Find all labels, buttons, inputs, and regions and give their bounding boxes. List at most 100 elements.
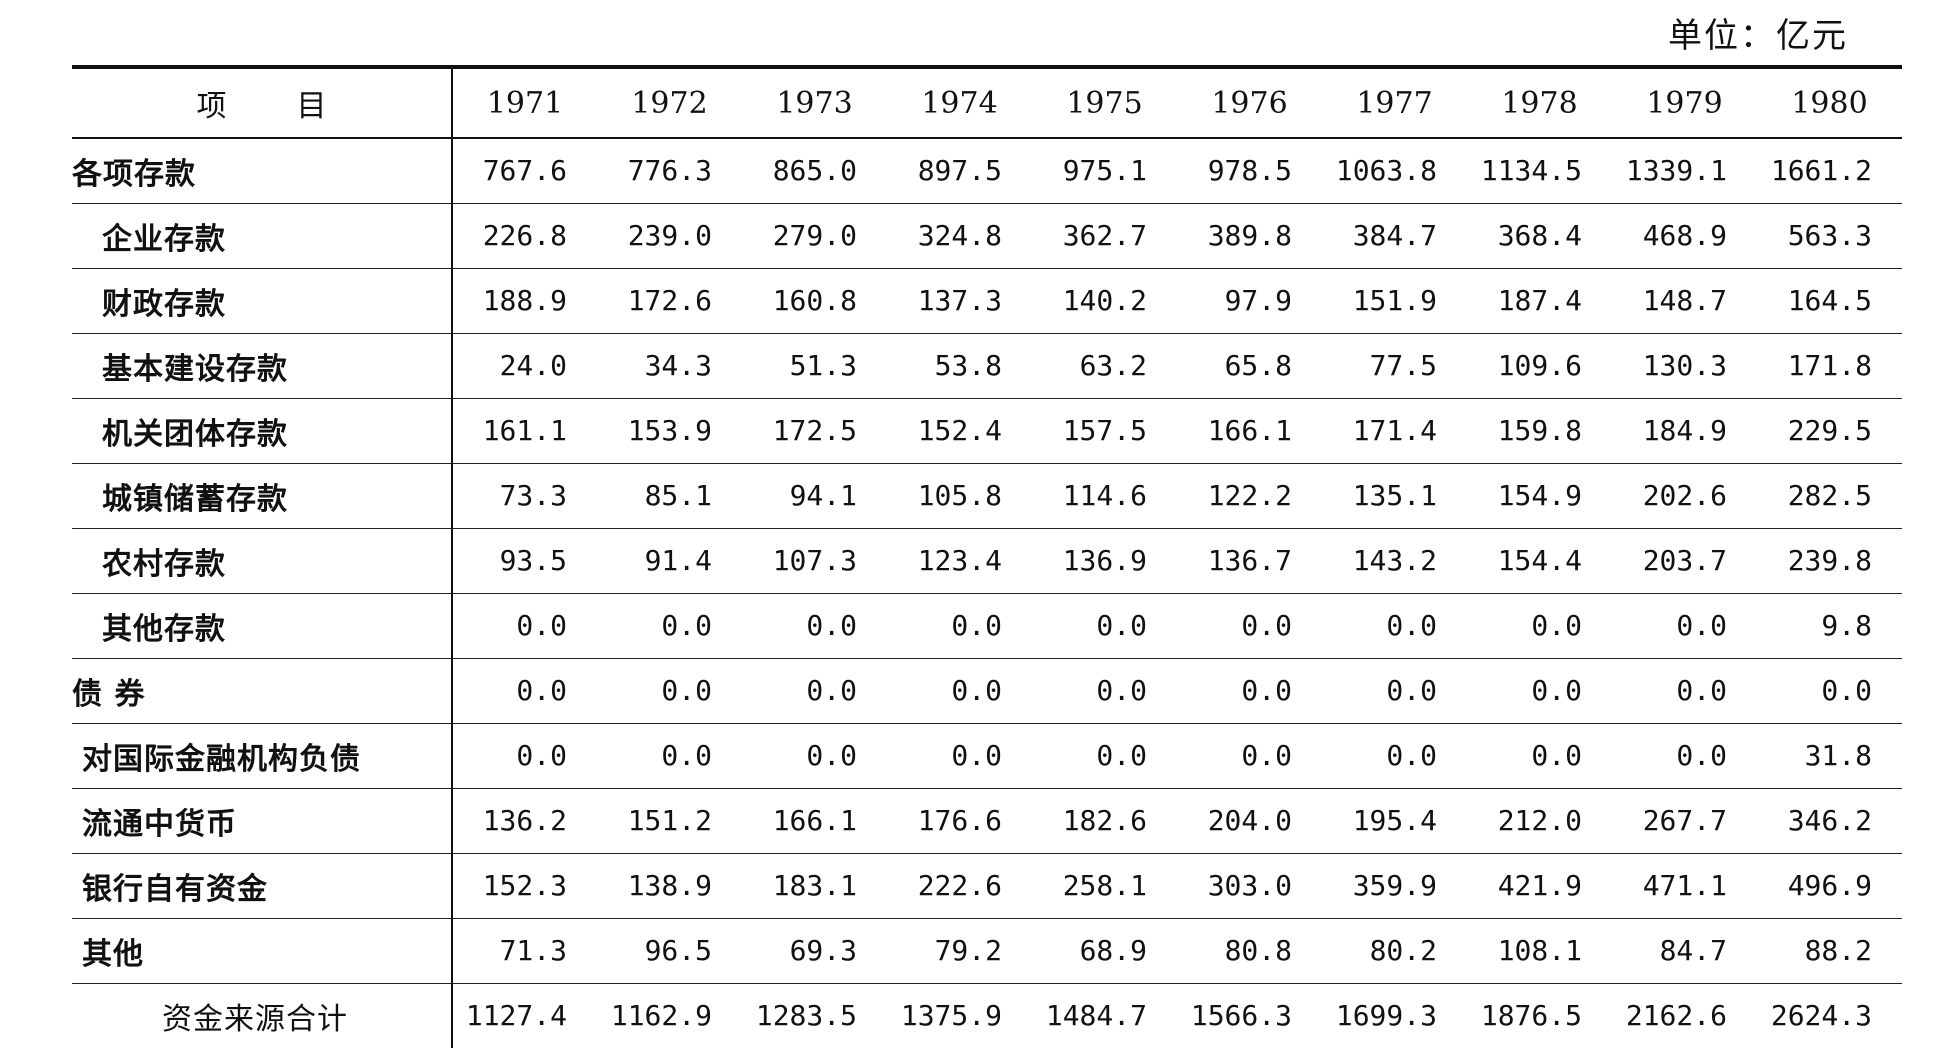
- table-cell: 0.0: [1467, 723, 1612, 789]
- row-label: 财政存款: [72, 268, 453, 334]
- table-cell: 159.8: [1467, 398, 1612, 464]
- table-cell: 1699.3: [1335, 999, 1437, 1033]
- table-cell: 80.8: [1177, 918, 1322, 984]
- table-cell: 368.4: [1467, 203, 1612, 269]
- table-cell: 0.0: [1612, 593, 1757, 659]
- table-cell: 468.9: [1612, 203, 1757, 269]
- row-label: 基本建设存款: [72, 333, 453, 399]
- table-cell: 359.9: [1322, 853, 1467, 919]
- table-cell: 0.0: [1032, 658, 1177, 724]
- table-cell: 0.0: [1032, 593, 1177, 659]
- table-cell: 389.8: [1177, 203, 1322, 269]
- header-year-1979: 1979: [1612, 65, 1757, 139]
- table-cell: 1375.9: [900, 999, 1002, 1033]
- table-cell: 114.6: [1032, 463, 1177, 529]
- table-row: 各项存款 767.6 776.3 865.0 897.5 975.1 978.5 1063.8…: [72, 138, 1902, 204]
- table-cell: 0.0: [1467, 593, 1612, 659]
- table-cell: 93.5: [452, 528, 597, 594]
- table-cell: 0.0: [887, 658, 1032, 724]
- row-label: 银行自有资金: [72, 853, 453, 919]
- table-cell: 84.7: [1612, 918, 1757, 984]
- table-cell: 362.7: [1032, 203, 1177, 269]
- table-cell: 97.9: [1177, 268, 1322, 334]
- table-cell: 130.3: [1612, 333, 1757, 399]
- table-cell: 1566.3: [1190, 999, 1292, 1033]
- table-cell: 0.0: [1757, 658, 1902, 724]
- table-cell: 154.9: [1467, 463, 1612, 529]
- table-row: 基本建设存款 24.0 34.3 51.3 53.8 63.2 65.8 77.5 109.6 1…: [72, 333, 1902, 399]
- table-row: 其他存款 0.0 0.0 0.0 0.0 0.0 0.0 0.0 0.0 0.0 9.8: [72, 593, 1902, 659]
- table-row: 流通中货币 136.2 151.2 166.1 176.6 182.6 204.0 195.4…: [72, 788, 1902, 854]
- table-cell: 176.6: [887, 788, 1032, 854]
- row-label: 债 券: [72, 658, 453, 724]
- table-cell: 226.8: [452, 203, 597, 269]
- table-cell: 324.8: [887, 203, 1032, 269]
- row-label: 资金来源合计: [72, 983, 453, 1048]
- table-cell: 1162.9: [610, 999, 712, 1033]
- table-cell: 204.0: [1177, 788, 1322, 854]
- table-cell: 77.5: [1322, 333, 1467, 399]
- table-cell: 975.1: [1032, 138, 1177, 204]
- table-cell: 0.0: [1177, 723, 1322, 789]
- table-cell: 53.8: [887, 333, 1032, 399]
- table-cell: 203.7: [1612, 528, 1757, 594]
- table-cell: 151.9: [1322, 268, 1467, 334]
- row-label: 其他存款: [72, 593, 453, 659]
- table-cell: 239.8: [1757, 528, 1902, 594]
- table-cell: 1283.5: [755, 999, 857, 1033]
- table-cell: 172.6: [597, 268, 742, 334]
- table-cell: 346.2: [1757, 788, 1902, 854]
- table-cell: 166.1: [1177, 398, 1322, 464]
- table-cell: 1339.1: [1612, 138, 1757, 204]
- table-row: 资金来源合计 1127.4 1162.9 1283.5 1375.9 1484.7 1566…: [72, 983, 1902, 1048]
- table-cell: 202.6: [1612, 463, 1757, 529]
- table-cell: 107.3: [742, 528, 887, 594]
- table-cell: 897.5: [887, 138, 1032, 204]
- table-cell: 63.2: [1032, 333, 1177, 399]
- header-year-1971: 1971: [452, 65, 597, 139]
- table-cell: 1063.8: [1322, 138, 1467, 204]
- table-cell: 0.0: [1612, 723, 1757, 789]
- table-cell: 1876.5: [1480, 999, 1582, 1033]
- table-cell: 68.9: [1032, 918, 1177, 984]
- table-cell: 183.1: [742, 853, 887, 919]
- table-cell: 171.8: [1757, 333, 1902, 399]
- table-cell: 0.0: [1467, 658, 1612, 724]
- row-label: 企业存款: [72, 203, 453, 269]
- table-cell: 171.4: [1322, 398, 1467, 464]
- header-year-1972: 1972: [597, 65, 742, 139]
- table-cell: 105.8: [887, 463, 1032, 529]
- table-body: 各项存款 767.6 776.3 865.0 897.5 975.1 978.5 1063.8…: [72, 138, 1902, 1048]
- table-cell: 85.1: [597, 463, 742, 529]
- table-cell: 0.0: [1612, 658, 1757, 724]
- table-cell: 71.3: [452, 918, 597, 984]
- table-cell: 2624.3: [1770, 999, 1872, 1033]
- table-cell: 767.6: [452, 138, 597, 204]
- table-cell: 109.6: [1467, 333, 1612, 399]
- table-cell: 0.0: [597, 593, 742, 659]
- row-label: 农村存款: [72, 528, 453, 594]
- table-cell: 135.1: [1322, 463, 1467, 529]
- row-label: 对国际金融机构负债: [72, 723, 453, 789]
- table-cell: 69.3: [742, 918, 887, 984]
- table-row: 农村存款 93.5 91.4 107.3 123.4 136.9 136.7 143.2 154…: [72, 528, 1902, 594]
- table-cell: 1127.4: [465, 999, 567, 1033]
- header-item-label: 项目: [72, 65, 453, 139]
- table-cell: 0.0: [887, 593, 1032, 659]
- table-cell: 0.0: [742, 593, 887, 659]
- table-cell: 123.4: [887, 528, 1032, 594]
- table-cell: 0.0: [1322, 723, 1467, 789]
- table-cell: 164.5: [1757, 268, 1902, 334]
- table-cell: 2162.6: [1625, 999, 1727, 1033]
- table-row: 银行自有资金 152.3 138.9 183.1 222.6 258.1 303.0 359.…: [72, 853, 1902, 919]
- table-row: 对国际金融机构负债 0.0 0.0 0.0 0.0 0.0 0.0 0.0 0.0 0.0 31.8: [72, 723, 1902, 789]
- table-row: 城镇储蓄存款 73.3 85.1 94.1 105.8 114.6 122.2 135.1 15…: [72, 463, 1902, 529]
- table-cell: 1134.5: [1467, 138, 1612, 204]
- table-cell: 258.1: [1032, 853, 1177, 919]
- table-cell: 148.7: [1612, 268, 1757, 334]
- table-cell: 157.5: [1032, 398, 1177, 464]
- table-cell: 229.5: [1757, 398, 1902, 464]
- table-cell: 34.3: [597, 333, 742, 399]
- table-cell: 0.0: [1177, 593, 1322, 659]
- table-cell: 79.2: [887, 918, 1032, 984]
